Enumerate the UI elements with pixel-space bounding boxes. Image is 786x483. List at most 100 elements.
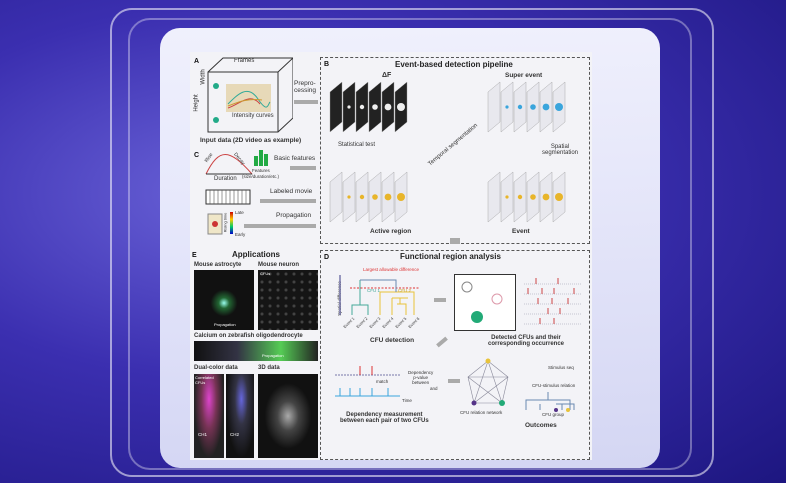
- ch2-label: CH2: [230, 432, 240, 437]
- event-ticks: Event 1 Event 2 Event 3 Event 4 Event 5 …: [342, 316, 432, 330]
- arrow-left: [244, 224, 316, 228]
- signal-blob: [397, 193, 405, 201]
- correlated-cfus-label: Correlated CFUs: [195, 375, 214, 385]
- dependency-raster: [335, 366, 400, 397]
- active-region-label: Active region: [370, 228, 412, 235]
- curve-icon: [205, 154, 253, 175]
- signal-blob: [542, 103, 550, 111]
- signal-blob: [517, 104, 523, 110]
- signal-blob: [347, 195, 351, 199]
- panel-c-letter: C: [194, 152, 200, 159]
- intensity-curves-label: Intensity curves: [232, 113, 274, 119]
- input-cube: [207, 57, 293, 133]
- dendrogram: [339, 275, 420, 315]
- zebra-propagation: Propagation: [262, 353, 284, 358]
- panel-d-title: Functional region analysis: [400, 252, 501, 261]
- relation-network: [467, 358, 509, 406]
- cfus-label: CFUs: [260, 271, 271, 276]
- signal-blob: [530, 194, 536, 200]
- stimulus-seq-label: Stimulus seq: [548, 365, 574, 370]
- zebrafish-label: Calcium on zebrafish oligodendrocyte: [194, 333, 303, 339]
- basic-features-label: Basic features: [274, 155, 316, 162]
- neuron-image: [258, 270, 318, 330]
- colorbar: [230, 212, 233, 234]
- time-label: Time: [402, 398, 412, 403]
- 3d-image: [258, 374, 318, 458]
- event-label: Event: [512, 228, 530, 235]
- dual-color-label: Dual-color data: [194, 365, 238, 371]
- frame-slice: [329, 171, 343, 223]
- rising-time-label: Rising time: [222, 212, 228, 233]
- frame-slice: [329, 81, 343, 133]
- features-sub: (size/duration/etc.): [242, 174, 280, 179]
- signal-blob: [372, 104, 378, 110]
- ch1-image: [194, 374, 224, 458]
- signal-blob: [555, 193, 563, 201]
- and-label: and: [430, 386, 438, 391]
- frames-label: Frames: [234, 58, 255, 64]
- panel-d-box: [320, 250, 590, 460]
- occurrence-raster: [524, 278, 582, 325]
- arrow-right: [294, 100, 318, 104]
- astrocyte-label: Mouse astrocyte: [194, 262, 242, 268]
- dependency-measurement-label: Dependency measurement between each pair…: [340, 412, 429, 424]
- ch1-label: CH1: [198, 432, 208, 437]
- signal-blob: [347, 105, 351, 109]
- dependency-pvalue-label: Dependency p-value between: [408, 370, 434, 385]
- features-label: Features: [252, 168, 270, 173]
- preprocessing-label: Prepro- cessing: [294, 80, 317, 94]
- cfu-group-tree: [525, 392, 575, 412]
- signal-blob: [359, 194, 365, 200]
- panel-b-title: Event-based detection pipeline: [395, 60, 513, 69]
- arrow-right: [434, 298, 446, 302]
- panel-b-letter: B: [324, 61, 330, 68]
- labeled-movie-label: Labeled movie: [270, 188, 313, 195]
- 3d-data-label: 3D data: [258, 365, 280, 371]
- outcomes-label: Outcomes: [525, 422, 557, 429]
- ch2-image: [226, 374, 254, 458]
- early-label: Early: [235, 232, 246, 237]
- signal-blob: [517, 194, 523, 200]
- panel-a-letter: A: [194, 58, 200, 65]
- arrow-left: [290, 166, 316, 170]
- match-label: match: [376, 379, 389, 384]
- signal-blob: [505, 195, 509, 199]
- cfu-stimulus-label: CFU-stimulus relation: [532, 383, 576, 388]
- figure: A Frames Width Height Intensity curves I…: [190, 52, 592, 460]
- signal-blob: [384, 193, 392, 201]
- signal-blob: [555, 103, 563, 111]
- panel-e-title: Applications: [232, 250, 281, 259]
- signal-blob: [530, 104, 536, 110]
- signal-blob: [359, 104, 365, 110]
- width-label: Width: [200, 69, 207, 85]
- propagation-map: [207, 213, 223, 235]
- arrow-right: [448, 379, 460, 383]
- histogram-icon: [254, 150, 268, 166]
- arrow-down: [450, 238, 460, 244]
- cfu-group-label: CFU group: [542, 412, 565, 417]
- signal-blob: [397, 103, 405, 111]
- frame-slice: [487, 171, 501, 223]
- cfu2-label: CFU 2: [398, 288, 412, 293]
- cfu1-label: CFU 1: [367, 288, 381, 293]
- pipeline-frames: [329, 81, 566, 223]
- labeled-movie-stack: [205, 189, 251, 205]
- astrocyte-image: [194, 270, 254, 330]
- signal-blob: [505, 105, 509, 109]
- panel-d-letter: D: [324, 254, 330, 261]
- arrow-left: [260, 199, 316, 203]
- decor-frame-outer: [110, 8, 714, 477]
- signal-blob: [372, 194, 378, 200]
- decor-frame-inner: [128, 18, 692, 470]
- signal-blob: [384, 103, 392, 111]
- statistical-test-label: Statistical test: [338, 142, 376, 148]
- relation-network-label: CFU relation network: [460, 410, 503, 415]
- cfu-detection-label: CFU detection: [370, 337, 415, 344]
- signal-blob: [542, 193, 550, 201]
- neuron-label: Mouse neuron: [258, 262, 300, 268]
- propagation-label: Propagation: [276, 212, 312, 219]
- panel-e-letter: E: [192, 252, 197, 259]
- spatial-segmentation-label: Spatial segmentation: [541, 144, 579, 156]
- detected-cfus-box: [454, 274, 516, 331]
- zebrafish-image: [194, 341, 318, 361]
